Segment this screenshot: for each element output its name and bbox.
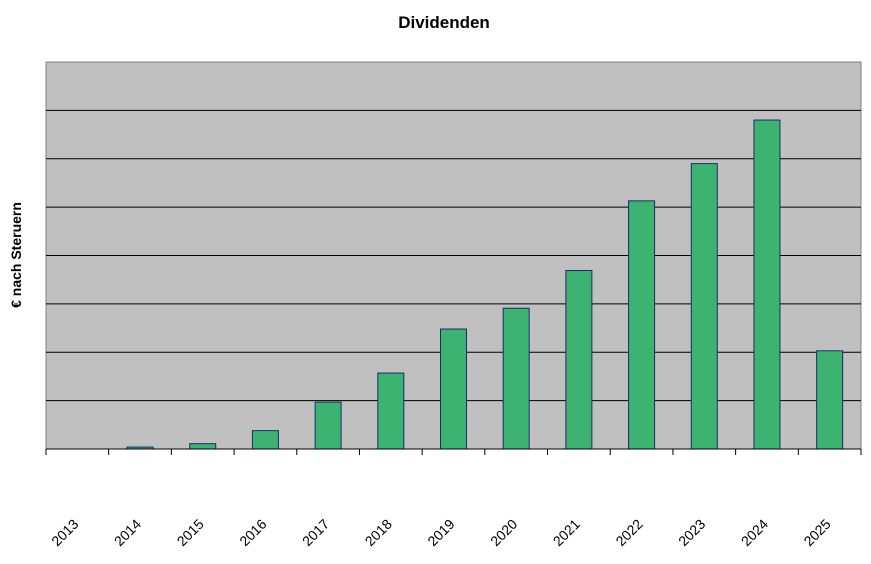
- x-tick-label: 2024: [738, 516, 771, 549]
- bar-2025: [816, 350, 844, 450]
- bar-2019: [440, 328, 467, 450]
- x-tick-label: 2025: [800, 516, 833, 549]
- bar-2023: [690, 163, 718, 450]
- chart-title: Dividenden: [398, 13, 490, 32]
- x-tick-label: 2017: [299, 516, 332, 549]
- x-tick-label: 2013: [48, 516, 81, 549]
- x-tick-label: 2022: [612, 516, 645, 549]
- bar-2018: [377, 372, 405, 450]
- bar-2024: [753, 119, 781, 450]
- x-axis: [45, 448, 862, 455]
- x-tick-label: 2019: [424, 516, 457, 549]
- x-tick-labels: 2013 2014 2015 2016 2017 2018 2019 2020 2021 2022…: [48, 516, 834, 549]
- x-tick-label: 2020: [487, 516, 520, 549]
- x-tick-label: 2016: [236, 516, 269, 549]
- bar-2020: [502, 307, 530, 450]
- bars: [126, 119, 844, 450]
- bar-2015: [189, 443, 217, 450]
- x-tick-label: 2015: [174, 516, 207, 549]
- x-tick-label: 2023: [675, 516, 708, 549]
- x-tick-label: 2021: [550, 516, 583, 549]
- bar-2016: [251, 430, 279, 450]
- gridlines: [46, 109, 861, 402]
- bar-2022: [628, 200, 656, 450]
- bar-2021: [565, 269, 593, 450]
- y-axis-label: € nach Steruern: [8, 202, 24, 308]
- bar-2017: [314, 401, 342, 450]
- x-tick-label: 2014: [111, 516, 144, 549]
- x-tick-label: 2018: [362, 516, 395, 549]
